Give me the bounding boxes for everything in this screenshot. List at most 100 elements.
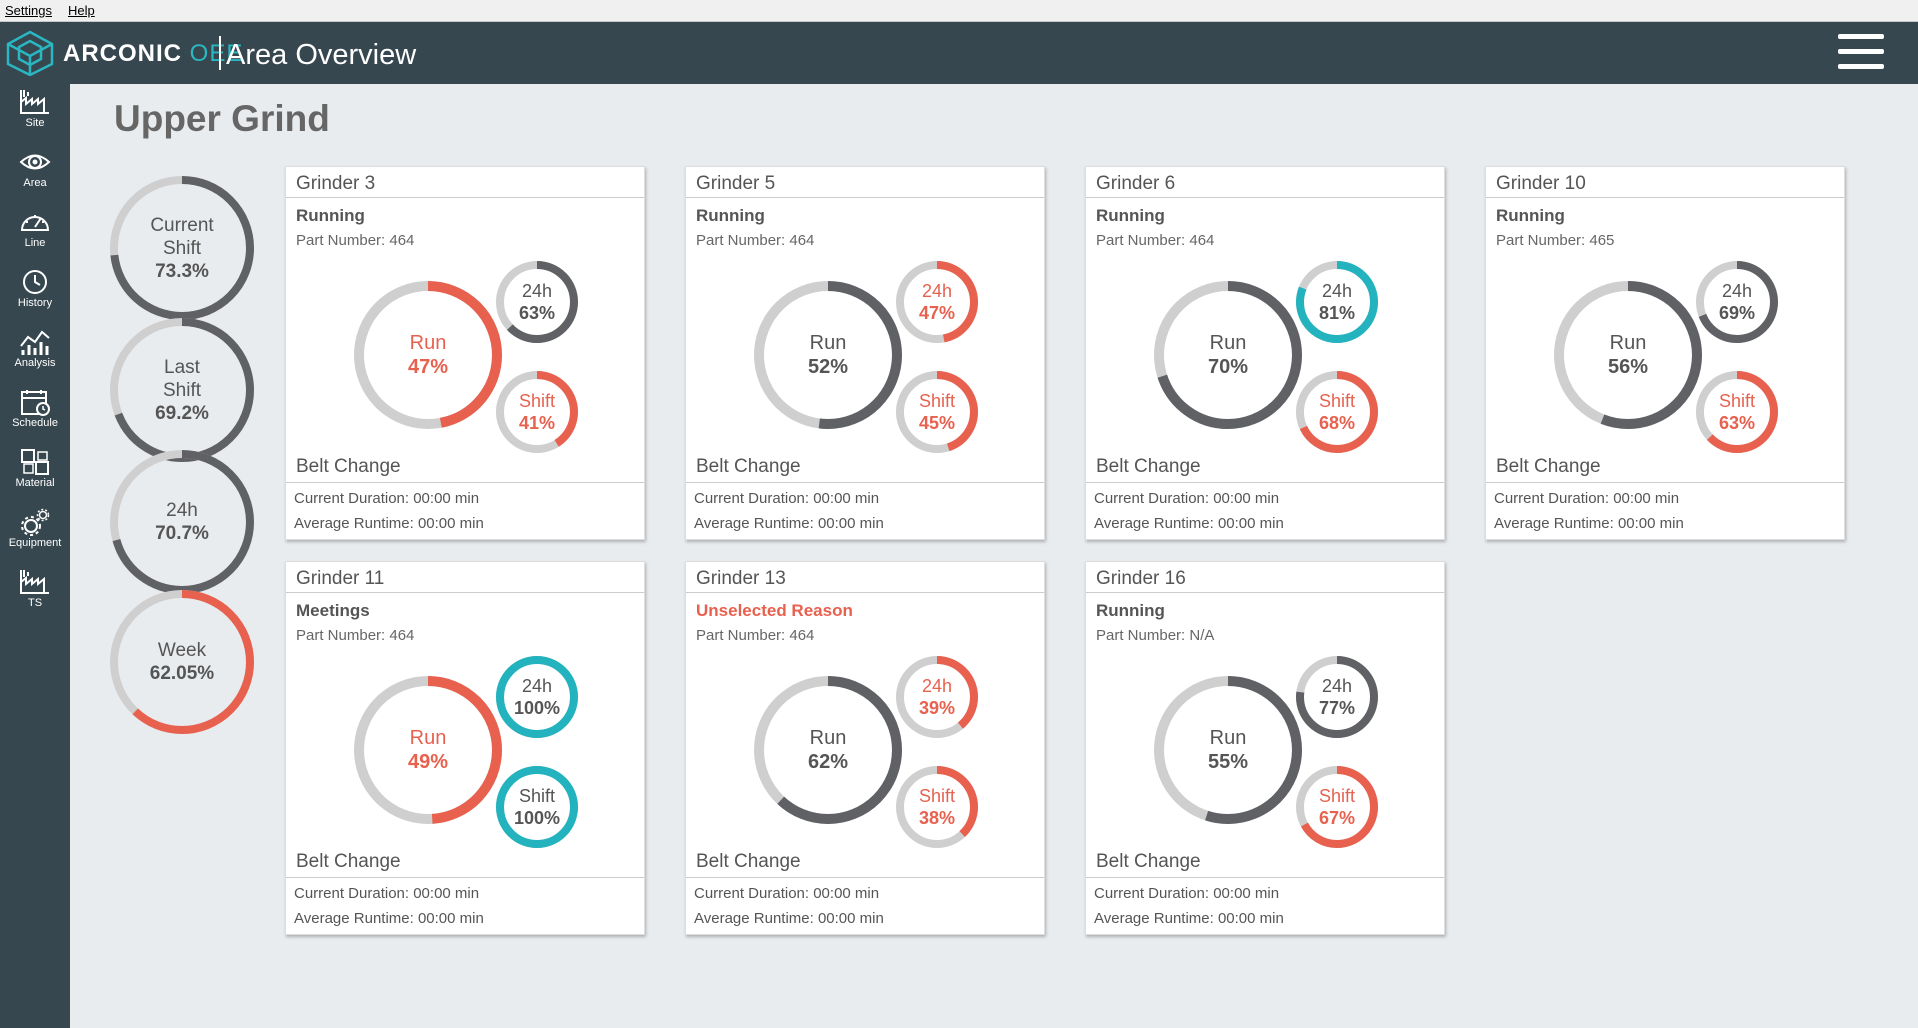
run-donut-value: 49% bbox=[407, 751, 449, 773]
menu-help[interactable]: Help bbox=[67, 3, 95, 18]
downtime-reason: Belt Change bbox=[296, 456, 401, 477]
machine-name: Grinder 11 bbox=[286, 562, 644, 593]
donut-arc bbox=[1296, 766, 1378, 848]
run-donut-value: 62% bbox=[807, 751, 849, 773]
downtime-reason: Belt Change bbox=[1096, 851, 1201, 872]
donut-arc bbox=[754, 281, 902, 429]
summary-label: Week bbox=[157, 640, 207, 661]
h24-donut-label: 24h bbox=[1321, 281, 1353, 301]
part-number: Part Number: 464 bbox=[696, 232, 815, 249]
summary-donut-text: 24h 70.7% bbox=[110, 450, 254, 594]
run-donut-label: Run bbox=[809, 332, 847, 354]
shift-donut-value: 38% bbox=[918, 808, 956, 828]
machine-card[interactable]: Grinder 13 Unselected Reason Part Number: … bbox=[685, 561, 1045, 935]
h24-donut-value: 69% bbox=[1718, 303, 1756, 323]
sidebar-item-label: Equipment bbox=[8, 537, 62, 549]
current-duration: Current Duration: 00:00 min bbox=[1094, 885, 1280, 902]
h24-donut-text: 24h 69% bbox=[1696, 261, 1778, 343]
summary-donut-text: Last Shift 69.2% bbox=[110, 318, 254, 462]
app-header: ARCONIC OEE Area Overview bbox=[0, 22, 1918, 84]
machine-card[interactable]: Grinder 6 Running Part Number: 464 Run 70% 24… bbox=[1085, 166, 1445, 540]
machine-card[interactable]: Grinder 16 Running Part Number: N/A Run 55% 2… bbox=[1085, 561, 1445, 935]
downtime-reason: Belt Change bbox=[296, 851, 401, 872]
sidebar-item-area[interactable]: Area bbox=[0, 148, 70, 206]
sidebar-item-site[interactable]: Site bbox=[0, 88, 70, 146]
clock-icon bbox=[23, 270, 47, 294]
shift-donut-text: Shift 68% bbox=[1296, 371, 1378, 453]
donut-arc bbox=[754, 676, 902, 824]
h24-donut: 24h 39% bbox=[896, 656, 978, 738]
summary-label: Current bbox=[150, 214, 214, 236]
run-donut-text: Run 70% bbox=[1154, 281, 1302, 429]
donut-arc bbox=[496, 371, 578, 453]
sidebar-item-material[interactable]: Material bbox=[0, 448, 70, 506]
current-duration: Current Duration: 00:00 min bbox=[1494, 490, 1680, 507]
gauge-icon bbox=[20, 215, 50, 231]
machine-status: Running bbox=[1496, 206, 1565, 225]
page-title: Area Overview bbox=[226, 39, 417, 71]
sidebar-item-label: Analysis bbox=[14, 357, 56, 369]
hamburger-menu-icon[interactable] bbox=[1838, 34, 1884, 74]
shift-donut-value: 67% bbox=[1318, 808, 1356, 828]
donut-arc bbox=[1154, 281, 1302, 429]
card-divider bbox=[686, 877, 1044, 878]
shift-donut-value: 63% bbox=[1718, 413, 1756, 433]
card-divider bbox=[686, 482, 1044, 483]
shift-donut-text: Shift 63% bbox=[1696, 371, 1778, 453]
shift-donut: Shift 41% bbox=[496, 371, 578, 453]
sidebar-item-label: History bbox=[17, 297, 53, 309]
h24-donut-label: 24h bbox=[521, 676, 553, 696]
h24-donut: 24h 77% bbox=[1296, 656, 1378, 738]
machine-card[interactable]: Grinder 10 Running Part Number: 465 Run 56% 2… bbox=[1485, 166, 1845, 540]
shift-donut-label: Shift bbox=[518, 786, 556, 806]
shift-donut: Shift 100% bbox=[496, 766, 578, 848]
h24-donut-text: 24h 81% bbox=[1296, 261, 1378, 343]
machine-card[interactable]: Grinder 3 Running Part Number: 464 Run 47% 24… bbox=[285, 166, 645, 540]
donut-arc bbox=[896, 371, 978, 453]
shift-donut: Shift 68% bbox=[1296, 371, 1378, 453]
current-duration: Current Duration: 00:00 min bbox=[294, 490, 480, 507]
machine-card[interactable]: Grinder 5 Running Part Number: 464 Run 52% 24… bbox=[685, 166, 1045, 540]
factory-icon bbox=[20, 90, 49, 114]
h24-donut-label: 24h bbox=[921, 676, 953, 696]
sidebar-item-label: TS bbox=[27, 597, 43, 609]
run-donut: Run 52% bbox=[754, 281, 902, 429]
downtime-reason: Belt Change bbox=[696, 851, 801, 872]
donut-arc bbox=[1296, 261, 1378, 343]
arconic-logo-icon bbox=[6, 30, 54, 76]
summary-value: 69.2% bbox=[155, 402, 209, 424]
shift-donut-label: Shift bbox=[1318, 391, 1356, 411]
sidebar-item-equipment[interactable]: Equipment bbox=[0, 508, 70, 566]
run-donut-text: Run 62% bbox=[754, 676, 902, 824]
machine-status: Running bbox=[1096, 206, 1165, 225]
sidebar-item-ts[interactable]: TS bbox=[0, 568, 70, 626]
sidebar-item-history[interactable]: History bbox=[0, 268, 70, 326]
shift-donut-text: Shift 38% bbox=[896, 766, 978, 848]
machine-name: Grinder 13 bbox=[686, 562, 1044, 593]
menu-settings[interactable]: Settings bbox=[5, 3, 52, 18]
shift-donut-value: 41% bbox=[518, 413, 556, 433]
sidebar-item-line[interactable]: Line bbox=[0, 208, 70, 266]
current-duration: Current Duration: 00:00 min bbox=[694, 885, 880, 902]
downtime-reason: Belt Change bbox=[696, 456, 801, 477]
average-runtime: Average Runtime: 00:00 min bbox=[294, 910, 484, 927]
summary-value: 70.7% bbox=[155, 523, 209, 544]
machine-name: Grinder 10 bbox=[1486, 167, 1844, 198]
part-number: Part Number: 464 bbox=[696, 627, 815, 644]
donut-arc bbox=[354, 676, 502, 824]
machine-status: Meetings bbox=[296, 601, 370, 620]
summary-donut: Week 62.05% bbox=[110, 590, 254, 734]
card-divider bbox=[1086, 877, 1444, 878]
calendar-icon bbox=[21, 390, 50, 416]
machine-card[interactable]: Grinder 11 Meetings Part Number: 464 Run 49%… bbox=[285, 561, 645, 935]
average-runtime: Average Runtime: 00:00 min bbox=[694, 910, 884, 927]
card-divider bbox=[286, 482, 644, 483]
run-donut-text: Run 49% bbox=[354, 676, 502, 824]
sidebar-item-analysis[interactable]: Analysis bbox=[0, 328, 70, 386]
part-number: Part Number: 464 bbox=[296, 627, 415, 644]
shift-donut-value: 100% bbox=[513, 808, 561, 828]
part-number: Part Number: N/A bbox=[1096, 627, 1215, 644]
h24-donut-text: 24h 47% bbox=[896, 261, 978, 343]
sidebar-item-schedule[interactable]: Schedule bbox=[0, 388, 70, 446]
summary-donut: Current Shift 73.3% bbox=[110, 176, 254, 320]
